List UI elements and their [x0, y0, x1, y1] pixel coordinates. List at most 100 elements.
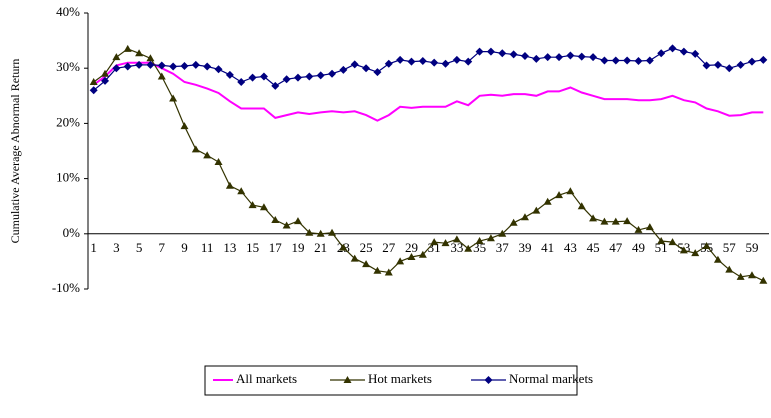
point [271, 81, 280, 90]
x-tick-label: 59 [745, 240, 758, 255]
point [600, 56, 609, 65]
point [634, 225, 643, 233]
point [237, 187, 246, 195]
point [702, 61, 711, 70]
point [123, 62, 132, 71]
point [747, 57, 756, 66]
point [169, 94, 178, 102]
point [384, 59, 393, 68]
y-tick-label: 0% [63, 225, 81, 240]
point [623, 217, 632, 225]
x-tick-label: 17 [269, 240, 283, 255]
point [407, 57, 416, 66]
point [611, 56, 620, 65]
point [146, 60, 155, 69]
point [316, 71, 325, 80]
point [498, 229, 507, 237]
point [373, 266, 382, 274]
point [555, 53, 564, 62]
point [702, 241, 711, 249]
point [293, 73, 302, 82]
point [566, 187, 575, 195]
point [498, 49, 507, 58]
point [713, 255, 722, 263]
point [225, 181, 234, 189]
point [282, 75, 291, 84]
point [259, 72, 268, 81]
x-tick-label: 21 [314, 240, 327, 255]
point [350, 60, 359, 69]
x-tick-label: 31 [428, 240, 441, 255]
point [112, 53, 121, 61]
point [441, 239, 450, 247]
point [747, 271, 756, 279]
y-tick-label: 30% [56, 59, 80, 74]
point [396, 55, 405, 64]
point [305, 228, 314, 236]
point [101, 69, 110, 77]
x-tick-label: 19 [291, 240, 304, 255]
point [464, 57, 473, 66]
point [396, 257, 405, 265]
point [509, 218, 518, 226]
point [237, 78, 246, 86]
legend-label: All markets [236, 371, 297, 386]
point [339, 243, 348, 251]
point [475, 236, 484, 244]
point [203, 151, 212, 159]
point [725, 265, 734, 273]
point [339, 65, 348, 74]
x-tick-label: 3 [113, 240, 120, 255]
point [418, 250, 427, 258]
point [691, 249, 700, 257]
point [214, 158, 223, 166]
point [248, 201, 257, 209]
point [362, 64, 371, 73]
point [203, 62, 212, 71]
point [657, 236, 666, 244]
point [520, 213, 529, 221]
x-tick-label: 47 [609, 240, 623, 255]
point [520, 52, 529, 61]
x-tick-label: 25 [360, 240, 373, 255]
point [577, 202, 586, 210]
point [362, 260, 371, 268]
point [759, 55, 768, 64]
point [89, 78, 98, 85]
point [430, 238, 439, 246]
point [634, 57, 643, 66]
series-line [93, 61, 764, 122]
x-tick-label: 13 [223, 240, 236, 255]
legend-label: Hot markets [368, 371, 432, 386]
point [589, 214, 598, 222]
point [89, 86, 98, 95]
legend-box [204, 365, 578, 396]
point [157, 61, 166, 70]
x-tick-label: 49 [632, 240, 645, 255]
point [305, 72, 314, 81]
point [135, 49, 144, 57]
point [543, 53, 552, 62]
point [373, 68, 382, 77]
point [600, 217, 609, 225]
point [532, 206, 541, 214]
point [316, 229, 325, 237]
point [543, 197, 552, 205]
point [532, 54, 541, 63]
point [679, 246, 688, 254]
point [328, 228, 337, 236]
point [555, 191, 564, 199]
point [271, 216, 280, 223]
point [407, 252, 416, 260]
point [725, 64, 734, 73]
point [623, 56, 632, 65]
point [589, 53, 598, 62]
point [452, 55, 461, 64]
y-tick-label: 10% [56, 170, 80, 185]
point [384, 268, 393, 276]
y-tick-label: 20% [56, 114, 80, 129]
point [668, 238, 677, 246]
legend-marker [343, 376, 352, 383]
point [736, 272, 745, 280]
